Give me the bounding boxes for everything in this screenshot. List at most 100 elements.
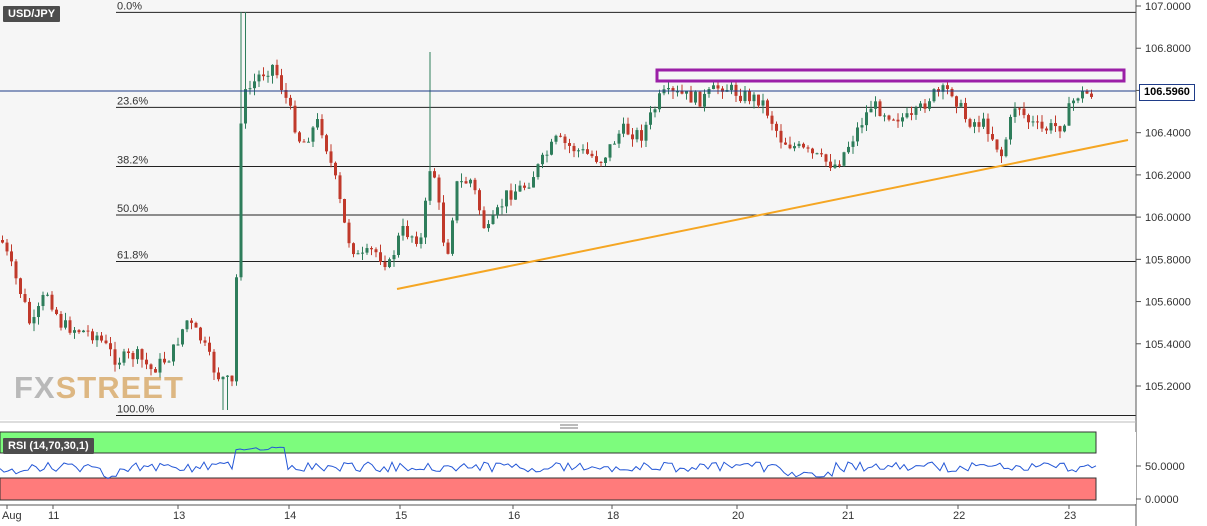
candle: [865, 105, 868, 131]
candle: [1027, 113, 1030, 129]
candle: [914, 105, 918, 120]
time-tick-label: 20: [732, 510, 744, 522]
candle: [487, 220, 490, 232]
candle: [815, 152, 819, 155]
logo-street: STREET: [55, 370, 184, 405]
candle: [1076, 97, 1080, 104]
candle: [392, 250, 396, 267]
candle: [226, 375, 229, 410]
candle: [316, 113, 319, 130]
candle: [356, 250, 360, 255]
candle: [190, 318, 193, 330]
candle: [365, 243, 369, 255]
candle: [10, 244, 13, 267]
candle: [217, 367, 220, 382]
candle: [280, 68, 283, 95]
candle: [757, 94, 760, 109]
candle: [712, 81, 715, 90]
candle: [100, 332, 103, 343]
candle: [334, 161, 337, 180]
candle: [721, 86, 724, 99]
candle: [95, 332, 99, 347]
candle: [64, 312, 67, 330]
candle: [181, 328, 184, 347]
candle: [176, 337, 180, 346]
candle: [1045, 126, 1048, 135]
candle: [37, 302, 40, 325]
candle: [149, 363, 153, 376]
candle: [923, 98, 927, 113]
candle: [55, 306, 58, 316]
candle: [523, 182, 526, 191]
pane-resize-handle[interactable]: [560, 424, 578, 429]
candle: [833, 159, 837, 169]
candle: [469, 178, 472, 188]
candle: [838, 160, 841, 168]
candle: [437, 174, 441, 210]
candle: [428, 52, 432, 205]
price-axis-labels: 107.0000106.8000106.6000106.4000106.2000…: [1136, 1, 1191, 393]
candle: [950, 87, 954, 98]
candle: [883, 113, 886, 122]
candle: [698, 91, 702, 107]
candle: [527, 182, 531, 189]
symbol-badge: USD/JPY: [3, 6, 61, 22]
candle: [1009, 114, 1012, 145]
rsi-tick-label: 0.0000: [1145, 494, 1179, 506]
candle: [464, 176, 468, 184]
candle: [1085, 89, 1089, 94]
candle: [730, 82, 733, 95]
candle: [982, 112, 985, 130]
time-tick-label: 14: [284, 510, 296, 522]
candle: [536, 163, 540, 180]
candle: [860, 117, 864, 134]
candle: [617, 130, 621, 149]
candle: [1018, 107, 1021, 116]
candle: [221, 376, 225, 410]
candle: [352, 242, 355, 258]
price-tick-label: 105.8000: [1145, 254, 1191, 266]
candle: [959, 99, 963, 108]
candle: [869, 100, 873, 113]
candle: [1067, 96, 1071, 126]
fib-level-label: 50.0%: [117, 203, 148, 215]
candle: [1054, 115, 1057, 132]
candle: [631, 128, 634, 147]
candle: [1036, 115, 1039, 130]
candle: [109, 337, 112, 357]
candle: [919, 100, 922, 111]
candle: [532, 171, 535, 188]
candle: [626, 117, 630, 136]
candle: [788, 136, 792, 150]
candle: [338, 172, 342, 204]
candle: [113, 341, 117, 372]
candle: [307, 137, 310, 143]
candle: [946, 81, 949, 95]
candle: [406, 220, 409, 240]
candle: [167, 360, 171, 363]
candle: [991, 126, 994, 141]
candle: [793, 142, 796, 152]
candle: [842, 151, 846, 167]
candle: [1081, 86, 1084, 103]
candle: [145, 352, 148, 370]
current-price-tag: 106.5960: [1139, 84, 1195, 101]
candle: [937, 86, 940, 97]
candle: [451, 217, 454, 256]
candle: [347, 218, 351, 248]
candle: [806, 145, 810, 153]
candle: [766, 98, 769, 119]
candlesticks: [1, 12, 1093, 410]
candle: [410, 235, 414, 243]
candle: [1063, 124, 1066, 133]
candle: [743, 85, 747, 104]
candle: [910, 106, 913, 121]
rsi-badge: RSI (14,70,30,1): [3, 438, 94, 454]
candle: [118, 357, 121, 370]
candle: [289, 94, 292, 110]
fib-level-label: 38.2%: [117, 154, 148, 166]
candle: [59, 311, 63, 331]
candle: [482, 206, 486, 229]
candle: [932, 88, 936, 103]
